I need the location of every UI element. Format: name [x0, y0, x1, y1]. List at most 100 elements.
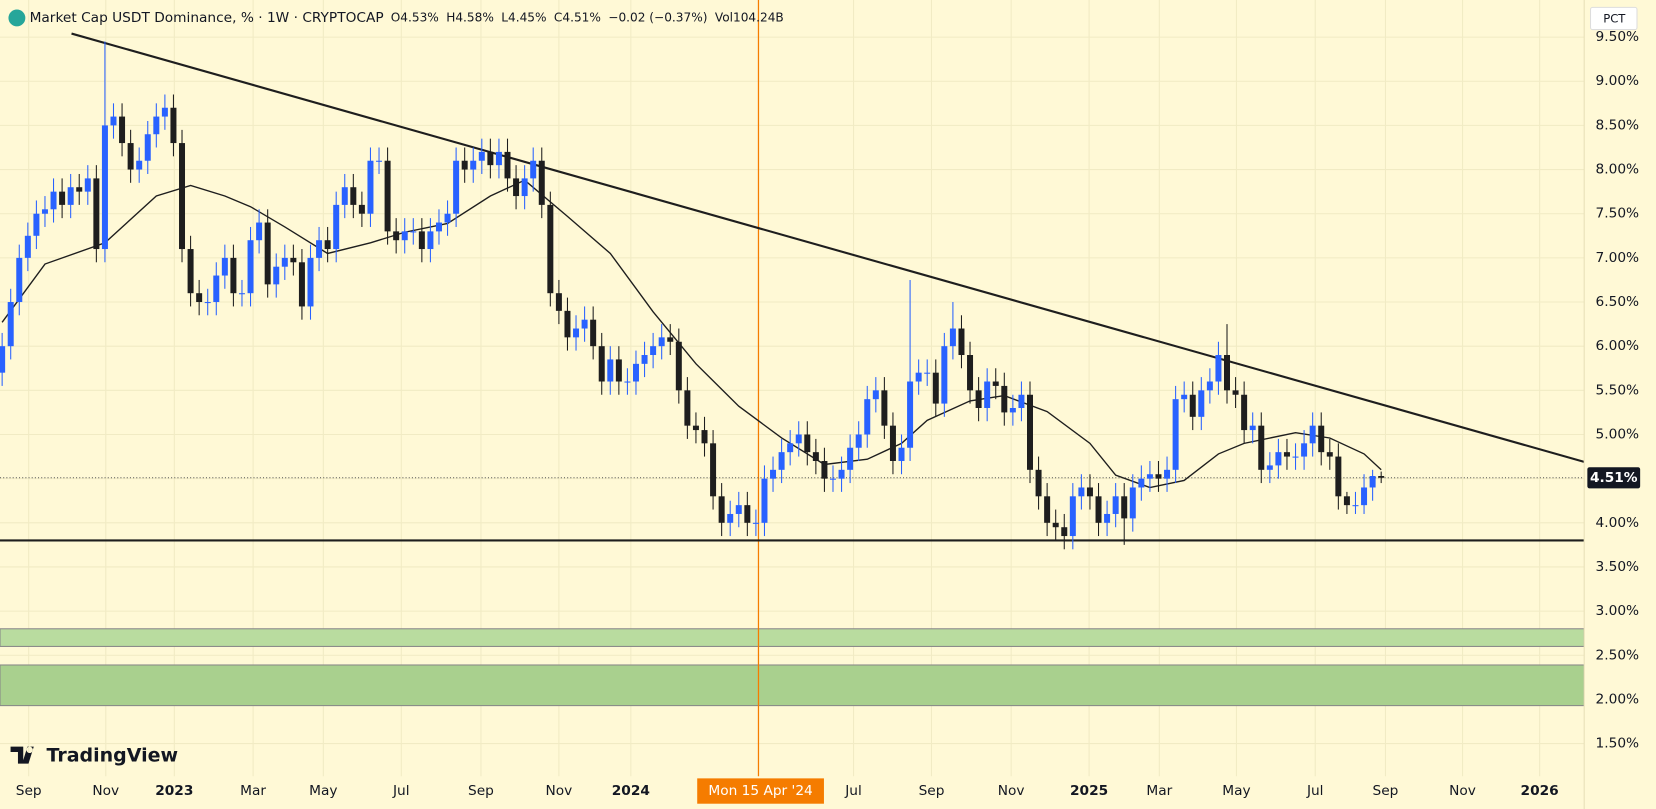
brand-name: TradingView	[46, 745, 178, 767]
candle-body	[1061, 527, 1068, 537]
x-tick-label: May	[309, 783, 337, 799]
candle-body	[179, 143, 186, 250]
candle-body	[1343, 496, 1350, 506]
candle-body	[658, 337, 665, 347]
moving-average	[1, 179, 1382, 489]
candle-body	[770, 469, 777, 479]
candle-body	[444, 213, 451, 223]
legend-value: L4.45%	[501, 10, 546, 24]
candle-body	[144, 134, 151, 161]
candle-body	[59, 191, 66, 205]
candle-body	[461, 160, 468, 170]
candle-body	[281, 257, 288, 267]
x-tick-label: Sep	[468, 783, 494, 799]
x-tick-label: Sep	[16, 783, 42, 799]
candle-body	[358, 204, 365, 214]
last-price-label: 4.51%	[1590, 470, 1638, 486]
y-tick-label: 7.50%	[1596, 206, 1640, 222]
candle-body	[1121, 496, 1128, 519]
candle-body	[393, 231, 400, 241]
candle-body	[761, 478, 768, 523]
candle-body	[341, 187, 348, 205]
x-tick-label: Jul	[392, 783, 410, 799]
candle-body	[1361, 487, 1368, 506]
x-tick-label: 2025	[1070, 783, 1108, 799]
candle-body	[1232, 390, 1239, 395]
candle-body	[1241, 394, 1248, 431]
y-tick-label: 5.00%	[1596, 426, 1640, 442]
candle-body	[650, 346, 657, 356]
candle-body	[110, 116, 117, 126]
candle-body	[855, 434, 862, 448]
y-tick-label: 6.00%	[1596, 338, 1640, 354]
legend-value: C4.51%	[554, 10, 601, 24]
x-tick-label: 2026	[1521, 783, 1559, 799]
y-tick-label: 4.00%	[1596, 515, 1640, 531]
candle-body	[1052, 522, 1059, 528]
zone	[0, 628, 1585, 647]
candle-body	[316, 240, 323, 258]
candle-body	[889, 425, 896, 461]
candle-body	[538, 160, 545, 205]
x-tick-label: Sep	[919, 783, 945, 799]
candle-body	[7, 302, 14, 347]
candle-body	[1352, 505, 1359, 507]
candle-body	[1104, 513, 1111, 523]
x-tick-label: Mar	[240, 783, 266, 799]
candle-body	[410, 231, 417, 233]
candle-body	[752, 522, 759, 524]
candle-body	[778, 452, 785, 470]
candle-body	[376, 160, 383, 162]
candle-body	[581, 319, 588, 329]
candle-body	[384, 160, 391, 232]
legend-value: −0.02 (−0.37%)	[608, 10, 707, 24]
candle-body	[238, 293, 245, 295]
candle-body	[247, 240, 254, 294]
candle-body	[50, 191, 57, 210]
scale-button[interactable]	[1589, 6, 1638, 31]
candle-body	[350, 187, 357, 205]
candle-body	[941, 346, 948, 404]
brand-icon	[10, 746, 34, 764]
candle-body	[1095, 496, 1102, 523]
candle-body	[1086, 487, 1093, 497]
y-tick-label: 1.50%	[1596, 736, 1640, 752]
candle-body	[1275, 452, 1282, 466]
candle-body	[692, 425, 699, 431]
candle-body	[881, 390, 888, 426]
candle-body	[33, 213, 40, 236]
candle-body	[701, 430, 708, 444]
candle-body	[1026, 394, 1033, 470]
candle-body	[984, 381, 991, 408]
candle-body	[1112, 496, 1119, 514]
candle-body	[1138, 478, 1145, 488]
candle-body	[470, 160, 477, 170]
candle-body	[872, 390, 879, 400]
symbol-icon	[8, 9, 26, 27]
x-tick-label: Nov	[1449, 783, 1476, 799]
candle-body	[530, 160, 537, 179]
candle-body	[1009, 408, 1016, 413]
candle-body	[829, 478, 836, 480]
candle-body	[127, 143, 134, 170]
x-tick-label: Sep	[1373, 783, 1399, 799]
candle-body	[170, 107, 177, 144]
candle-body	[1301, 443, 1308, 457]
x-tick-label: Jul	[844, 783, 862, 799]
candle-body	[555, 293, 562, 311]
candle-body	[607, 359, 614, 382]
candle-body	[401, 231, 408, 241]
candle-body	[1266, 465, 1273, 470]
candle-body	[136, 160, 143, 170]
price-axis	[1584, 0, 1656, 809]
candle-body	[1181, 394, 1188, 400]
candle-body	[975, 390, 982, 408]
scale-button-label[interactable]: PCT	[1603, 12, 1626, 26]
candle-body	[487, 151, 494, 166]
y-tick-label: 9.50%	[1596, 29, 1640, 45]
candle-body	[847, 447, 854, 470]
candle-body	[333, 204, 340, 250]
x-tick-label: Jul	[1306, 783, 1324, 799]
candle-body	[1129, 487, 1136, 519]
candle-body	[812, 452, 819, 461]
